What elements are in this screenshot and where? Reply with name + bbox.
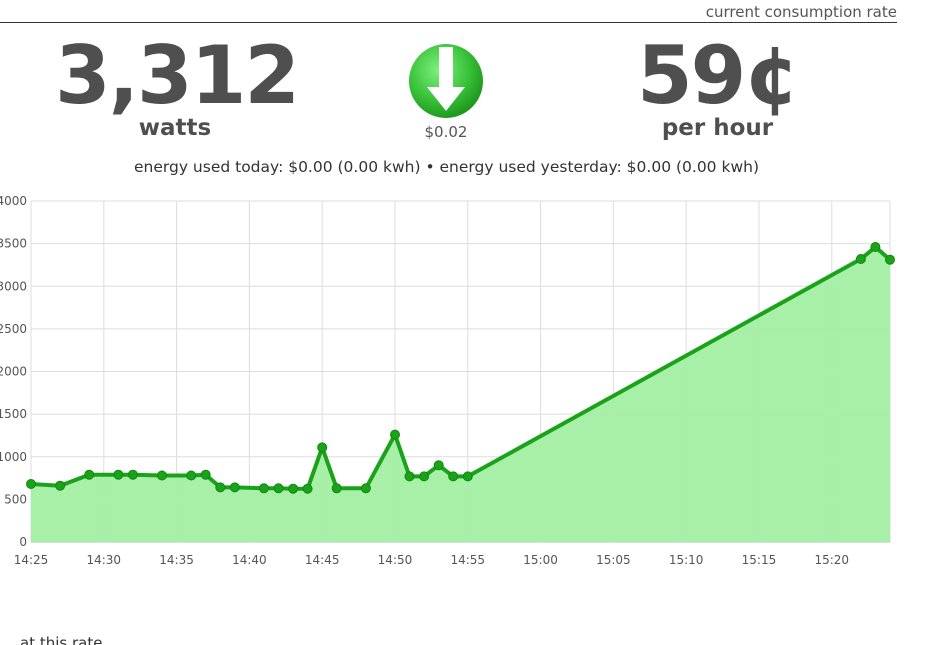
series-area — [31, 247, 890, 542]
data-point — [258, 483, 269, 494]
y-tick-label: 500 — [4, 492, 27, 506]
y-tick-label: 0 — [19, 535, 27, 549]
data-point — [448, 471, 459, 482]
data-point — [331, 483, 342, 494]
data-point — [215, 482, 226, 493]
arrow-down-icon — [409, 44, 483, 118]
data-point — [273, 483, 284, 494]
data-point — [55, 480, 66, 491]
y-tick-label: 4000 — [0, 194, 27, 208]
y-tick-label: 3000 — [0, 279, 27, 293]
data-point — [404, 471, 415, 482]
x-tick-label: 14:50 — [378, 553, 413, 567]
data-point — [186, 470, 197, 481]
x-tick-label: 14:45 — [305, 553, 340, 567]
data-point — [26, 479, 36, 489]
data-point — [317, 442, 328, 453]
x-tick-label: 15:10 — [669, 553, 704, 567]
y-tick-label: 2500 — [0, 322, 27, 336]
footer-text: at this rate — [20, 634, 103, 645]
data-point — [113, 469, 124, 480]
trend-indicator: $0.02 — [406, 43, 486, 141]
y-tick-label: 1500 — [0, 407, 27, 421]
data-point — [870, 242, 881, 252]
rate-value: 59¢ — [637, 29, 800, 122]
x-tick-label: 14:40 — [232, 553, 267, 567]
energy-summary: energy used today: $0.00 (0.00 kwh) • en… — [133, 158, 759, 176]
x-tick-label: 15:00 — [523, 553, 558, 567]
data-point — [360, 483, 371, 494]
y-tick-label: 1000 — [0, 450, 27, 464]
data-point — [302, 483, 313, 494]
data-point — [885, 254, 895, 265]
y-tick-label: 2000 — [0, 365, 27, 379]
y-tick-label: 3500 — [0, 237, 27, 251]
data-point — [127, 469, 138, 480]
data-point — [157, 470, 167, 481]
data-point — [229, 482, 240, 493]
data-point — [462, 471, 473, 482]
power-unit: watts — [138, 115, 212, 141]
data-point — [200, 469, 211, 480]
x-tick-label: 15:05 — [596, 553, 631, 567]
power-value: 3,312 — [55, 29, 300, 122]
data-point — [419, 471, 430, 482]
x-tick-label: 14:55 — [450, 553, 485, 567]
data-point — [855, 254, 866, 264]
x-tick-label: 14:35 — [159, 553, 194, 567]
page-title: current consumption rate — [705, 3, 897, 21]
data-point — [390, 429, 400, 440]
data-point — [288, 483, 299, 494]
data-point — [433, 460, 444, 471]
consumption-chart: 0 500 1000 1500 2000 2500 3000 3500 4000 14:25 14:… — [0, 194, 895, 567]
rate-readout: 59¢ per hour — [605, 29, 830, 141]
rate-unit: per hour — [661, 115, 774, 141]
x-tick-label: 14:30 — [86, 553, 121, 567]
header-divider — [0, 22, 897, 23]
data-point — [84, 469, 95, 480]
power-readout: 3,312 watts — [55, 29, 300, 141]
x-tick-label: 15:15 — [742, 553, 777, 567]
cost-delta: $0.02 — [424, 123, 468, 141]
x-tick-label: 15:20 — [814, 553, 849, 567]
x-tick-label: 14:25 — [14, 553, 49, 567]
